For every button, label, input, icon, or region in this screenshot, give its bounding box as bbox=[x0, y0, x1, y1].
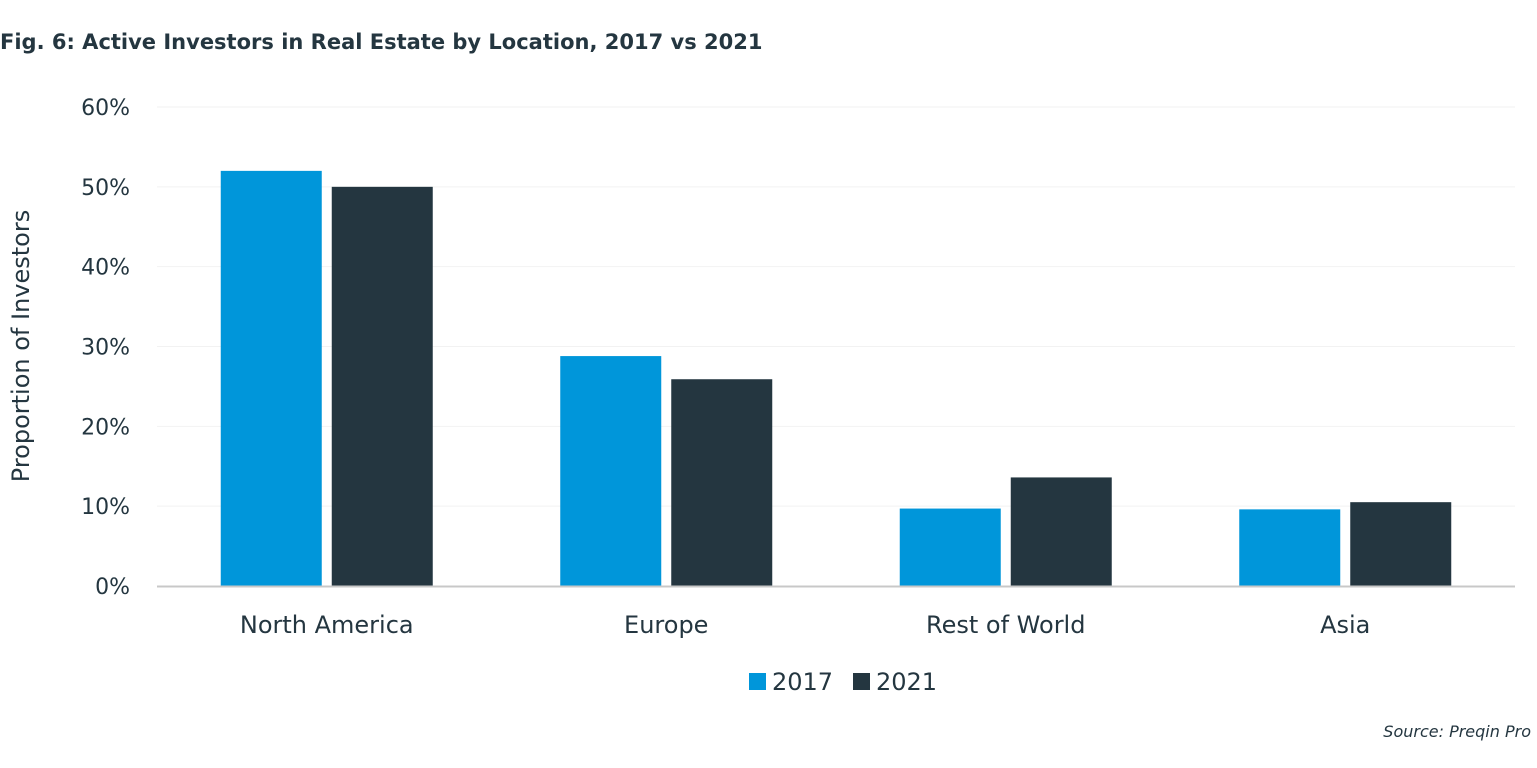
x-tick-label: North America bbox=[240, 611, 414, 639]
bar-2017-north-america bbox=[220, 170, 322, 586]
legend-label-2021: 2021 bbox=[876, 668, 937, 696]
y-tick-label: 0% bbox=[95, 575, 130, 600]
legend-swatch-2017 bbox=[749, 673, 766, 690]
y-tick-label: 60% bbox=[81, 96, 130, 121]
x-tick-label: Asia bbox=[1320, 611, 1370, 639]
x-tick-label: Rest of World bbox=[926, 611, 1085, 639]
axes: 0% 10% 20% 30% 40% 50% 60% Proportion of Invest… bbox=[7, 96, 1515, 639]
legend-label-2017: 2017 bbox=[772, 668, 833, 696]
legend-swatch-2021 bbox=[853, 673, 870, 690]
legend: 2017 2021 bbox=[749, 668, 937, 696]
bars bbox=[220, 170, 1452, 587]
bar-2017-europe bbox=[560, 356, 662, 586]
source-note: Source: Preqin Pro bbox=[1383, 722, 1531, 741]
y-tick-label: 10% bbox=[81, 495, 130, 520]
bar-2017-asia bbox=[1239, 509, 1341, 586]
y-tick-label: 50% bbox=[81, 176, 130, 201]
y-tick-label: 20% bbox=[81, 415, 130, 440]
bar-2017-rest-of-world bbox=[899, 508, 1001, 586]
x-tick-label: Europe bbox=[624, 611, 708, 639]
bar-2021-north-america bbox=[331, 186, 433, 587]
bar-2021-asia bbox=[1350, 502, 1452, 586]
bar-2021-europe bbox=[671, 379, 773, 586]
y-tick-label: 40% bbox=[81, 256, 130, 281]
y-axis-label: Proportion of Investors bbox=[7, 210, 35, 482]
y-tick-label: 30% bbox=[81, 336, 130, 361]
chart-title: Fig. 6: Active Investors in Real Estate … bbox=[0, 30, 763, 54]
bar-2021-rest-of-world bbox=[1010, 477, 1112, 586]
